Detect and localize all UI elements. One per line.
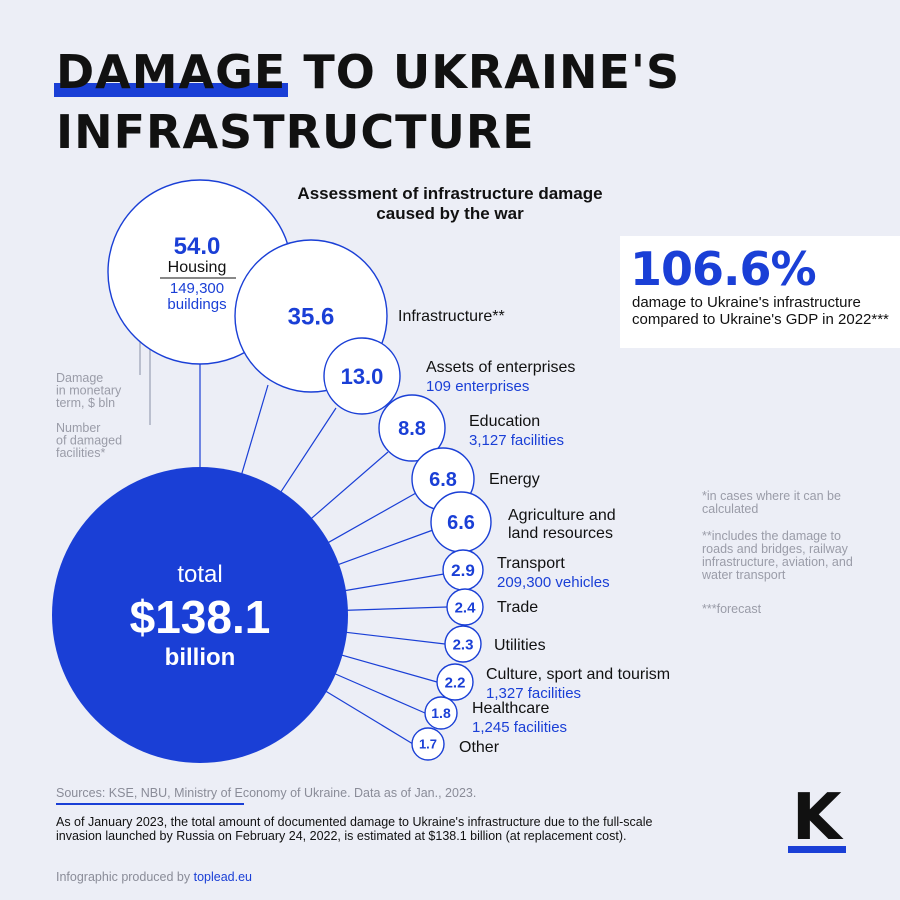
facilities-label-assets-of-enterprises: 109 enterprises	[426, 378, 529, 395]
credit-text: Infographic produced by toplead.eu	[56, 870, 252, 884]
facilities-label-housing-unit: buildings	[167, 296, 226, 313]
value-label-housing: 54.0	[174, 233, 221, 260]
bubble-assets-of-enterprises	[323, 337, 401, 415]
bubble-education	[378, 394, 446, 462]
total-bubble	[52, 467, 348, 763]
bubble-circle	[378, 394, 446, 462]
legend-monetary-line: Damage	[56, 371, 103, 385]
category-label-other: Other	[459, 739, 500, 756]
legend-facilities-line: facilities*	[56, 446, 105, 460]
gdp-value: 106.6%	[630, 242, 817, 296]
bubble-circle	[424, 696, 458, 730]
category-label-culture-sport-and-tourism: Culture, sport and tourism	[486, 666, 670, 683]
bubble-circle	[446, 588, 484, 626]
footnote-2: **includes the damage to roads and bridg…	[702, 529, 853, 582]
category-label-infrastructure: Infrastructure**	[398, 308, 505, 325]
category-label-trade: Trade	[497, 599, 538, 616]
connector-healthcare	[331, 671, 426, 714]
footnote-1: *in cases where it can be calculated	[702, 489, 841, 516]
legend-facilities-line: Number	[56, 421, 100, 435]
facilities-label-transport: 209,300 vehicles	[497, 574, 610, 591]
legend-monetary-line: in monetary	[56, 384, 122, 398]
footer-description: As of January 2023, the total amount of …	[56, 815, 653, 843]
bubble-culture-sport-and-tourism	[436, 663, 474, 701]
category-label-utilities: Utilities	[494, 637, 546, 654]
credit-prefix: Infographic produced by	[56, 870, 194, 884]
value-label-utilities: 2.3	[453, 636, 474, 653]
value-label-trade: 2.4	[455, 599, 477, 616]
connector-energy	[325, 492, 417, 545]
total-suffix: billion	[165, 644, 236, 671]
facilities-label-education: 3,127 facilities	[469, 432, 564, 449]
category-label-agriculture-line1: Agriculture and	[508, 507, 616, 524]
total-value: $138.1	[130, 591, 271, 643]
connector-trade	[343, 606, 448, 611]
bubble-healthcare	[424, 696, 458, 730]
connector-other	[322, 689, 414, 745]
credit-brand-link[interactable]: toplead.eu	[193, 870, 252, 884]
title-highlight: DAMAGE	[56, 45, 287, 99]
bubble-circle	[411, 727, 445, 761]
value-label-energy: 6.8	[429, 469, 457, 491]
bubble-trade	[446, 588, 484, 626]
sources-divider	[56, 803, 244, 805]
gdp-description: damage to Ukraine's infrastructure compa…	[632, 294, 889, 328]
facilities-label-housing-count: 149,300	[170, 280, 224, 297]
connector-infrastructure	[240, 384, 269, 478]
legend-facilities-line: of damaged	[56, 434, 122, 448]
logo-letter: K	[792, 781, 842, 855]
kse-logo-icon: K	[788, 786, 848, 856]
facilities-label-healthcare: 1,245 facilities	[472, 719, 567, 736]
category-label-healthcare: Healthcare	[472, 700, 549, 717]
title-rest: TO UKRAINE'S	[286, 45, 681, 99]
category-label-transport: Transport	[497, 555, 565, 572]
connector-utilities	[342, 631, 446, 645]
bubble-circle	[436, 663, 474, 701]
connector-assets-of-enterprises	[278, 407, 337, 495]
connector-education	[308, 451, 389, 522]
bubble-other	[411, 727, 445, 761]
value-label-other: 1.7	[419, 737, 437, 752]
category-label-assets-of-enterprises: Assets of enterprises	[426, 359, 575, 376]
category-label-education: Education	[469, 413, 540, 430]
total-prefix: total	[177, 561, 222, 588]
facilities-label-culture-sport-and-tourism: 1,327 facilities	[486, 685, 581, 702]
footnote-3: ***forecast	[702, 602, 762, 616]
gdp-callout: 106.6% damage to Ukraine's infrastructur…	[620, 236, 900, 348]
connector-culture-sport-and-tourism	[338, 653, 438, 683]
category-label-housing: Housing	[168, 259, 227, 276]
logo-underline	[788, 846, 846, 853]
bubble-utilities	[444, 625, 482, 663]
value-label-agriculture-and-land-resources: 6.6	[447, 512, 475, 534]
bubble-circle	[323, 337, 401, 415]
legend-monetary-line: term, $ bln	[56, 396, 115, 410]
value-label-healthcare: 1.8	[431, 705, 451, 721]
value-label-infrastructure: 35.6	[288, 304, 335, 331]
connector-agriculture-and-land-resources	[335, 529, 434, 567]
bubble-circle	[444, 625, 482, 663]
value-label-assets-of-enterprises: 13.0	[341, 364, 384, 389]
value-label-transport: 2.9	[451, 561, 475, 580]
category-label-agriculture-line2: land resources	[508, 525, 613, 542]
page-title-line-1: DAMAGE TO UKRAINE'S	[56, 44, 680, 100]
chart-subtitle: Assessment of infrastructure damage caus…	[297, 184, 603, 223]
category-label-energy: Energy	[489, 471, 540, 488]
sources-text: Sources: KSE, NBU, Ministry of Economy o…	[56, 786, 477, 800]
connector-transport	[341, 573, 445, 592]
value-label-education: 8.8	[398, 418, 426, 440]
page-title-line-2: INFRASTRUCTURE	[56, 105, 535, 159]
value-label-culture-sport-and-tourism: 2.2	[445, 674, 466, 691]
